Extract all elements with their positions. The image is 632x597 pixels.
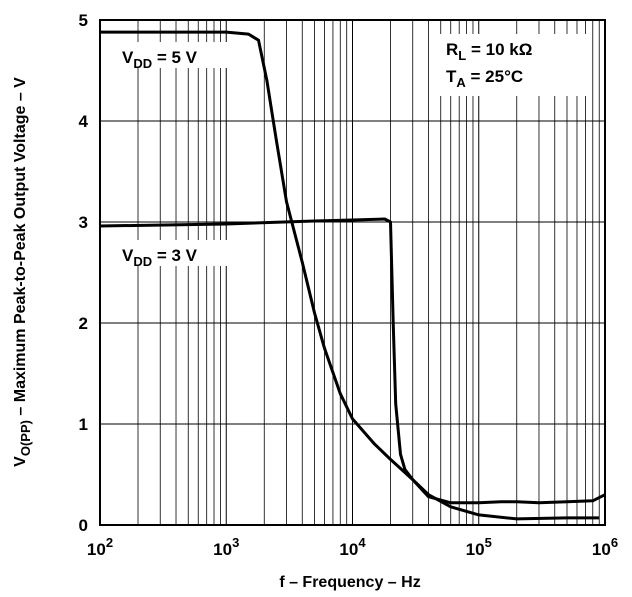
grid — [100, 19, 605, 526]
series-line-vdd-5v — [100, 30, 600, 521]
x-tick-label: 104 — [339, 535, 366, 559]
series-label-3v: VDD = 3 V — [122, 246, 198, 269]
x-tick-label: 106 — [592, 535, 618, 559]
series-layer — [99, 30, 606, 521]
y-tick-labels: 0 1 2 3 4 5 — [79, 11, 89, 535]
series-label-5v: VDD = 5 V — [122, 48, 198, 71]
y-tick-label: 0 — [79, 516, 88, 535]
series-label-bg-5v — [116, 42, 232, 68]
y-tick-label: 1 — [79, 415, 88, 434]
y-tick-label: 2 — [79, 314, 88, 333]
conditions-bg — [440, 34, 590, 96]
annotation-rl: RL = 10 kΩ — [446, 40, 532, 63]
plot-frame — [99, 19, 606, 526]
x-axis-title: f – Frequency – Hz — [279, 574, 420, 591]
x-tick-label: 102 — [87, 535, 113, 559]
series-line-vdd-3v — [99, 217, 606, 505]
x-tick-labels: 102 103 104 105 106 — [87, 535, 618, 559]
series-label-bg-3v — [116, 240, 232, 266]
y-tick-label: 3 — [79, 213, 88, 232]
y-axis-title: VO(PP) – Maximum Peak-to-Peak Output Vol… — [12, 77, 33, 467]
y-tick-label: 4 — [79, 112, 89, 131]
annotation-ta: TA = 25°C — [446, 67, 523, 90]
x-tick-label: 103 — [213, 535, 239, 559]
y-tick-label: 5 — [79, 11, 88, 30]
x-tick-label: 105 — [466, 535, 492, 559]
